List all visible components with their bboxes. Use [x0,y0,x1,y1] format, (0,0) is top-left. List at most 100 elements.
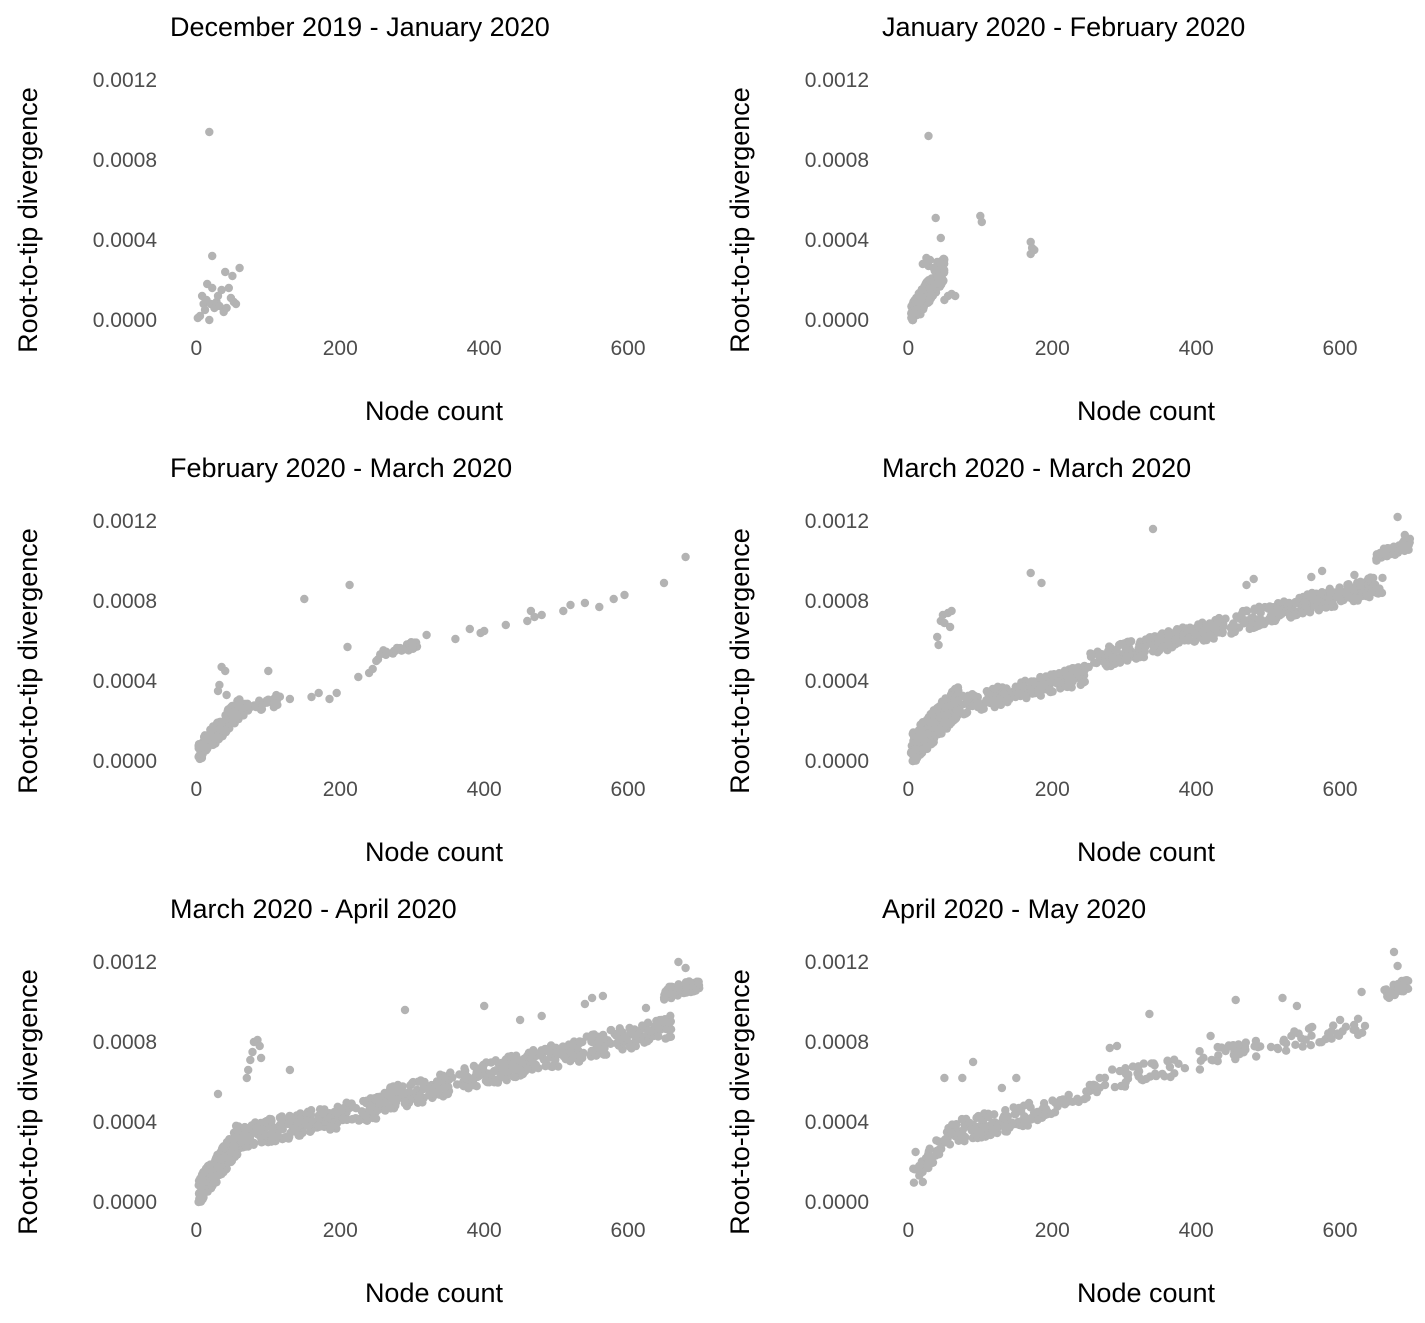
data-point [1147,1059,1156,1068]
data-point [1297,1034,1306,1043]
data-point [375,1098,384,1108]
data-point [1148,524,1158,534]
data-point [219,1142,228,1151]
data-point [337,1106,346,1115]
x-tick-label: 0 [903,337,915,360]
data-point [1191,630,1200,639]
data-point [472,1068,482,1077]
data-point [359,1096,368,1106]
data-point [924,729,933,738]
data-point [941,703,950,712]
data-point [646,1027,655,1036]
data-point [208,283,217,293]
data-point [209,1178,219,1187]
data-point [1344,580,1353,589]
data-point [400,1099,409,1108]
data-point [208,251,217,261]
points-layer [193,127,244,325]
data-point [325,694,334,704]
data-point [924,131,933,141]
data-point [239,711,248,720]
data-point [1356,581,1365,590]
data-point [962,694,971,703]
data-point [385,1102,394,1111]
data-point [1160,1072,1169,1081]
data-point [1151,1069,1160,1078]
data-point [282,1132,291,1141]
data-point [271,699,280,708]
data-point [399,1089,409,1098]
data-point [221,267,230,277]
data-point [1145,1009,1154,1019]
data-point [414,1093,423,1103]
data-point [1360,1021,1370,1031]
data-point [1281,1039,1291,1048]
scatter-panel-2: January 2020 - February 2020 0.0000 0.0004… [725,12,1358,426]
data-point [1353,1014,1363,1023]
data-point [1250,1042,1259,1051]
data-point [1364,574,1373,584]
data-point [487,1069,496,1078]
data-point [1249,574,1258,584]
panel-title: March 2020 - March 2020 [882,453,1191,483]
data-point [1265,602,1274,611]
x-tick-label: 200 [323,337,358,360]
data-point [1033,1115,1042,1125]
points-layer [906,512,1415,766]
data-point [681,552,690,562]
data-point [1064,1090,1073,1100]
data-point [1349,1020,1359,1030]
data-point [221,666,230,676]
data-point [314,688,323,698]
data-point [1324,592,1333,602]
data-point [934,1137,943,1146]
data-point [440,1083,449,1092]
data-point [1202,624,1212,633]
data-point [1304,1024,1314,1033]
data-point [419,1084,428,1094]
data-point [1372,556,1381,565]
data-point [932,1146,941,1156]
data-point [681,963,690,973]
data-point [232,1133,241,1142]
data-point [1228,1042,1237,1052]
x-tick-label: 400 [467,337,502,360]
data-point [1328,599,1337,608]
data-point [230,1142,239,1151]
data-point [1108,653,1118,662]
data-point [1317,1038,1326,1047]
data-point [537,1011,546,1021]
data-point [1232,612,1241,621]
scatter-panel-6: April 2020 - May 2020 0.0000 0.0004 0.0008 0… [725,894,1413,1308]
data-point [922,715,932,724]
y-tick-label: 0.0004 [93,1111,158,1134]
data-point [1335,1015,1345,1025]
data-point [368,664,377,674]
y-axis-label: Root-to-tip divergence [13,87,43,353]
data-point [256,1132,265,1142]
x-tick-label: 400 [1179,778,1214,801]
data-point [459,1082,468,1091]
data-point [968,1057,978,1067]
data-point [1046,670,1056,679]
data-point [200,1167,210,1176]
data-point [609,594,618,604]
data-point [666,1025,676,1034]
data-point [1300,598,1309,607]
data-point [941,1135,950,1144]
points-layer [194,957,704,1207]
data-point [1138,1076,1147,1085]
scatter-panel-1: December 2019 - January 2020 0.0000 0.0004… [13,12,646,426]
data-point [997,1083,1007,1093]
data-point [691,986,700,995]
data-point [1121,1069,1131,1079]
data-point [535,1051,544,1060]
data-point [1105,1043,1114,1053]
data-point [267,1116,276,1126]
y-tick-label: 0.0008 [805,1031,869,1054]
panel-title: January 2020 - February 2020 [882,12,1245,42]
data-point [1385,989,1394,998]
data-point [1016,1107,1026,1116]
data-point [260,1117,270,1127]
data-point [1231,995,1240,1005]
